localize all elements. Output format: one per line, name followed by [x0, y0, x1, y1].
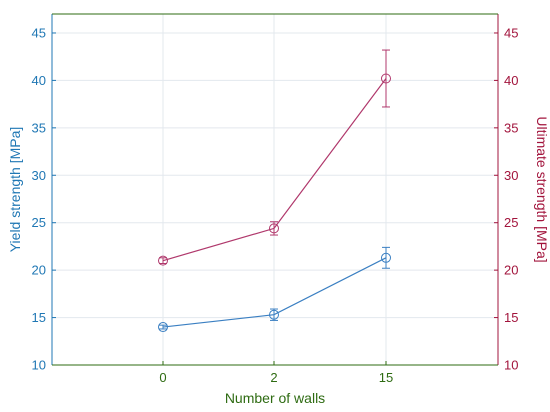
- left-tick-label: 30: [32, 168, 46, 183]
- plot-frame: [52, 14, 498, 365]
- data-point: [158, 322, 168, 333]
- x-tick-label: 0: [159, 370, 166, 385]
- x-tick-label: 15: [379, 370, 393, 385]
- left-tick-label: 20: [32, 263, 46, 278]
- right-tick-label: 25: [504, 215, 518, 230]
- left-tick-label: 10: [32, 358, 46, 373]
- series-layer: [158, 49, 391, 333]
- right-tick-label: 10: [504, 358, 518, 373]
- left-tick-label: 40: [32, 73, 46, 88]
- left-y-axis: 10 15 20 25 30 35 40 45: [32, 14, 56, 373]
- data-point: [381, 73, 391, 84]
- right-tick-label: 30: [504, 168, 518, 183]
- x-tick-label: 2: [270, 370, 277, 385]
- left-tick-label: 15: [32, 310, 46, 325]
- left-tick-label: 35: [32, 120, 46, 135]
- right-y-axis: 10 15 20 25 30 35 40 45: [494, 14, 518, 373]
- x-axis: 0 2 15: [52, 13, 498, 385]
- data-point: [269, 223, 279, 234]
- series-right: [158, 49, 391, 266]
- left-tick-label: 25: [32, 215, 46, 230]
- right-tick-label: 20: [504, 263, 518, 278]
- data-point: [158, 255, 168, 266]
- series-left: [158, 246, 391, 333]
- right-tick-label: 45: [504, 25, 518, 40]
- left-tick-label: 45: [32, 25, 46, 40]
- data-point: [381, 252, 391, 263]
- data-point: [269, 309, 279, 320]
- grid: [52, 14, 498, 366]
- right-tick-label: 40: [504, 73, 518, 88]
- left-y-axis-title: Yield strength [MPa]: [7, 127, 23, 253]
- right-y-axis-title: Ultimate strength [MPa]: [534, 116, 550, 262]
- right-tick-label: 35: [504, 120, 518, 135]
- x-axis-title: Number of walls: [225, 390, 325, 406]
- right-tick-label: 15: [504, 310, 518, 325]
